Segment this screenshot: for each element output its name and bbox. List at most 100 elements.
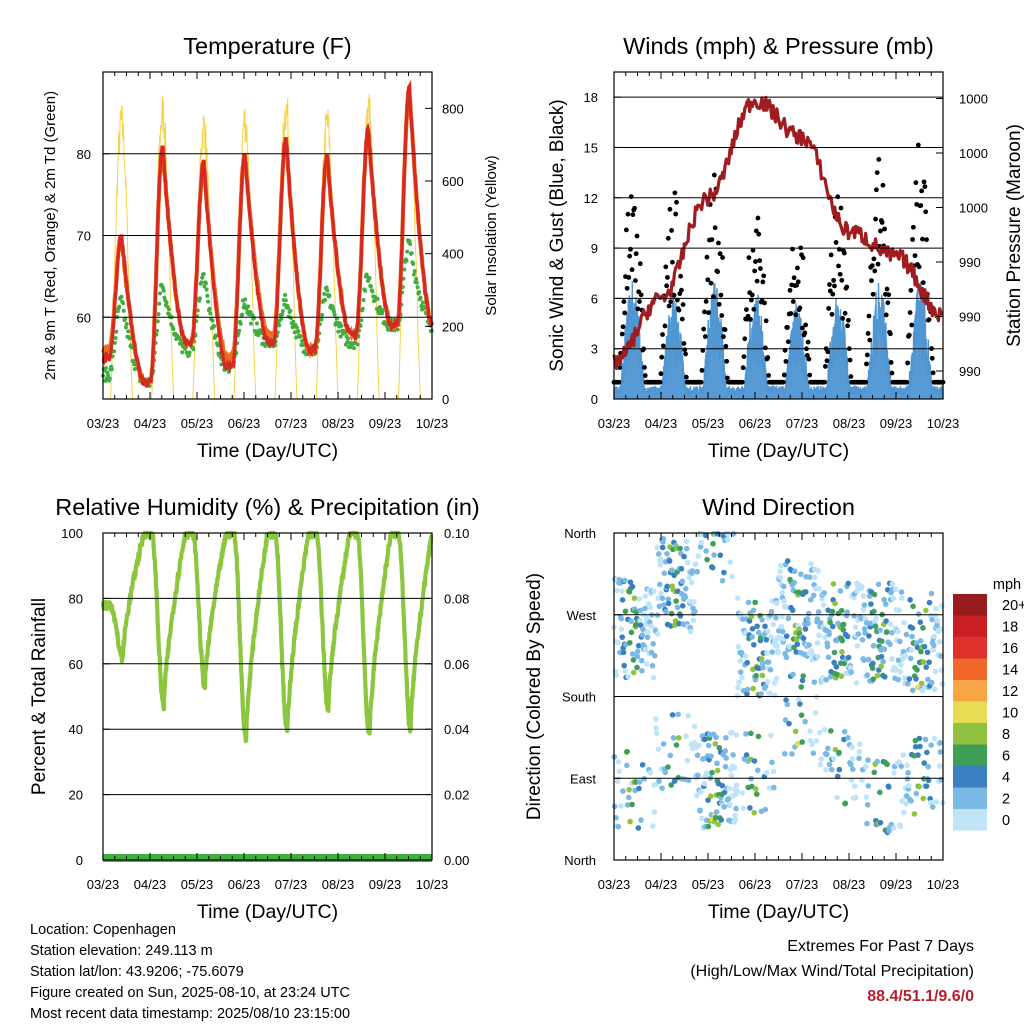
direction-point (845, 735, 851, 741)
direction-point (815, 653, 821, 660)
direction-point (765, 628, 771, 635)
direction-point (825, 607, 831, 613)
dewpoint-point (200, 275, 205, 280)
y2-tick-label: 990 (959, 255, 981, 270)
direction-point (723, 734, 729, 741)
direction-point (718, 817, 725, 823)
gust-point (841, 250, 847, 256)
direction-point (868, 601, 874, 607)
y2-tick-label: 0.08 (444, 591, 469, 606)
gust-point (720, 334, 726, 340)
direction-point (840, 621, 847, 628)
gust-point (673, 211, 679, 217)
direction-point (627, 579, 634, 586)
direction-point (622, 577, 628, 584)
y-tick-label: North (564, 853, 596, 868)
gust-point (869, 278, 874, 284)
chart-title: Wind Direction (702, 494, 855, 520)
direction-point (913, 790, 920, 797)
gust-point (864, 352, 870, 358)
gust-point (904, 379, 910, 385)
direction-point (926, 659, 932, 666)
gust-point (716, 240, 721, 246)
gust-point (916, 264, 922, 270)
direction-point (750, 685, 756, 692)
direction-point (887, 621, 894, 627)
gust-point (664, 283, 670, 289)
gust-series (611, 142, 946, 385)
gust-point (630, 212, 636, 218)
y-tick-label: 70 (77, 229, 91, 244)
y-tick-label: 9 (591, 241, 598, 256)
direction-point (934, 617, 941, 624)
dewpoint-point (246, 304, 251, 309)
gust-point (682, 347, 688, 353)
direction-point (768, 608, 775, 615)
direction-point (648, 623, 654, 630)
direction-point (922, 736, 929, 743)
dewpoint-point (131, 359, 136, 364)
direction-point (841, 660, 848, 667)
gust-point (749, 292, 755, 298)
y2-tick-label: 990 (959, 310, 981, 325)
x-tick-label: 07/23 (275, 416, 308, 431)
direction-point (749, 625, 756, 632)
direction-point (703, 548, 709, 554)
direction-point (675, 711, 681, 718)
direction-point (765, 659, 772, 665)
direction-point (932, 668, 939, 675)
gust-point (660, 332, 665, 337)
dewpoint-point (124, 321, 129, 326)
dewpoint-point (332, 312, 337, 317)
direction-point (909, 687, 916, 694)
gust-point (637, 299, 642, 304)
gust-point (926, 317, 932, 323)
direction-point (895, 657, 902, 664)
direction-point (784, 558, 791, 564)
direction-point (783, 633, 790, 639)
x-tick-label: 05/23 (692, 416, 725, 431)
direction-point (736, 679, 742, 686)
dewpoint-point (205, 293, 210, 298)
direction-point (845, 580, 852, 587)
y2-tick-label: 600 (442, 174, 464, 189)
direction-point (833, 664, 840, 670)
gust-point (783, 359, 789, 364)
gust-point (758, 266, 763, 271)
gust-point (658, 371, 664, 377)
dewpoint-point (126, 329, 131, 334)
direction-point (642, 605, 648, 612)
gust-point (678, 273, 684, 279)
direction-point (654, 544, 660, 551)
direction-point (937, 739, 943, 746)
direction-point (734, 693, 741, 699)
direction-point (743, 752, 750, 758)
direction-point (882, 601, 889, 607)
direction-point (678, 566, 685, 572)
direction-point (823, 767, 829, 773)
dewpoint-point (171, 327, 176, 332)
direction-point (903, 801, 909, 807)
gust-point (748, 316, 753, 322)
direction-point (619, 597, 626, 603)
dewpoint-point (363, 288, 368, 293)
direction-point (755, 733, 762, 740)
gust-point (638, 292, 644, 298)
direction-point (639, 762, 646, 768)
gust-point (822, 379, 827, 385)
y2-tick-label: 990 (959, 364, 981, 379)
direction-point (871, 769, 878, 776)
direction-point (867, 620, 874, 627)
direction-point (804, 616, 811, 622)
direction-point (840, 627, 847, 633)
dewpoint-point (359, 318, 364, 323)
direction-point (653, 730, 660, 737)
y-tick-label: South (562, 690, 596, 705)
direction-point (897, 668, 904, 675)
x-tick-label: 09/23 (369, 877, 402, 892)
direction-point (901, 675, 908, 681)
legend-swatch (953, 766, 987, 788)
legend-swatch (953, 787, 987, 809)
legend-swatch (953, 809, 987, 831)
elevation-text: Station elevation: 249.113 m (30, 943, 213, 959)
